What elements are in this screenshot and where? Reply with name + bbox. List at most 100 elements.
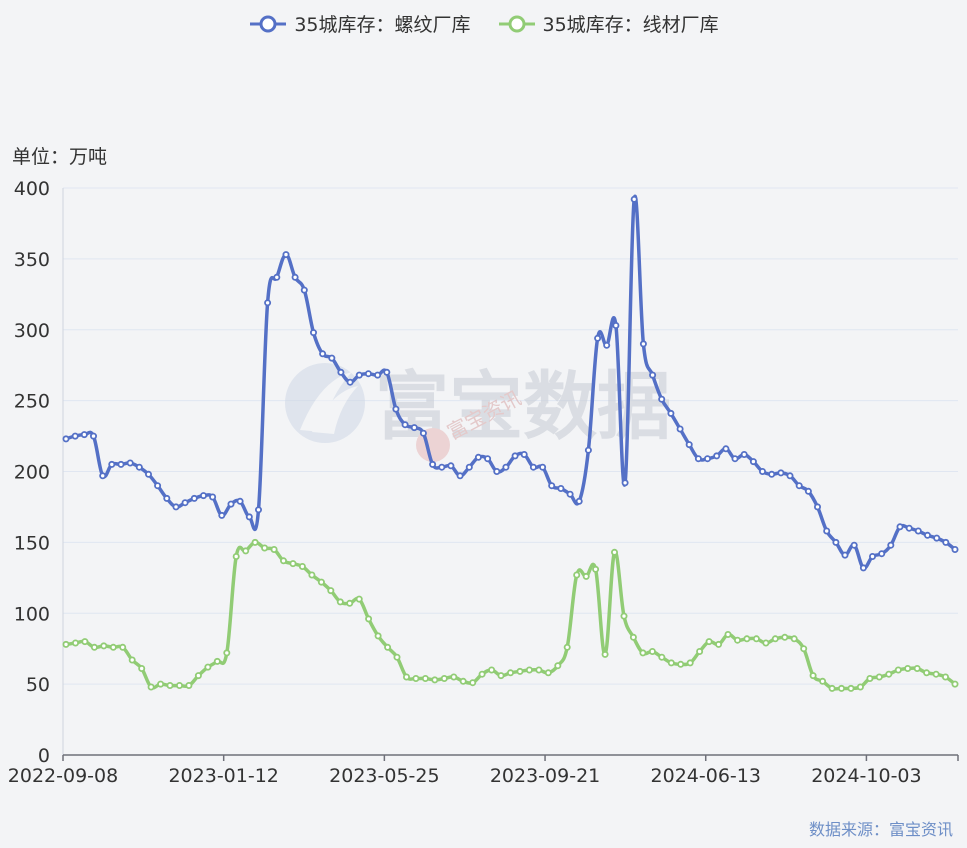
data-point[interactable] (450, 673, 458, 681)
data-point[interactable] (933, 534, 941, 542)
data-point[interactable] (502, 463, 510, 471)
legend-item-2[interactable]: 35城库存：线材厂库 (497, 10, 719, 37)
data-point[interactable] (412, 675, 420, 683)
data-point[interactable] (401, 421, 409, 429)
data-point[interactable] (393, 653, 401, 661)
data-point[interactable] (847, 684, 855, 692)
data-point[interactable] (270, 546, 278, 554)
data-point[interactable] (715, 640, 723, 648)
data-point[interactable] (469, 679, 477, 687)
data-point[interactable] (308, 571, 316, 579)
data-point[interactable] (99, 472, 107, 480)
data-point[interactable] (261, 544, 269, 552)
data-point[interactable] (554, 662, 562, 670)
data-point[interactable] (298, 563, 306, 571)
data-point[interactable] (875, 673, 883, 681)
data-point[interactable] (740, 450, 748, 458)
data-point[interactable] (603, 341, 611, 349)
data-point[interactable] (506, 669, 514, 677)
data-point[interactable] (484, 455, 492, 463)
data-point[interactable] (511, 452, 519, 460)
data-point[interactable] (694, 455, 702, 463)
data-point[interactable] (147, 683, 155, 691)
data-point[interactable] (749, 458, 757, 466)
data-point[interactable] (734, 636, 742, 644)
data-point[interactable] (894, 666, 902, 674)
data-point[interactable] (809, 672, 817, 680)
data-point[interactable] (327, 587, 335, 595)
data-point[interactable] (850, 541, 858, 549)
data-point[interactable] (108, 460, 116, 468)
data-point[interactable] (213, 657, 221, 665)
data-point[interactable] (611, 548, 619, 556)
data-point[interactable] (242, 547, 250, 555)
data-point[interactable] (516, 667, 524, 675)
data-point[interactable] (885, 670, 893, 678)
data-point[interactable] (251, 538, 259, 546)
data-point[interactable] (685, 441, 693, 449)
data-point[interactable] (762, 639, 770, 647)
data-point[interactable] (676, 425, 684, 433)
data-point[interactable] (594, 334, 602, 342)
data-point[interactable] (525, 666, 533, 674)
data-point[interactable] (465, 463, 473, 471)
data-point[interactable] (384, 643, 392, 651)
data-point[interactable] (459, 677, 467, 685)
data-point[interactable] (639, 649, 647, 657)
data-point[interactable] (704, 455, 712, 463)
data-point[interactable] (346, 378, 354, 386)
data-point[interactable] (649, 371, 657, 379)
data-point[interactable] (677, 660, 685, 668)
data-point[interactable] (713, 452, 721, 460)
data-point[interactable] (126, 459, 134, 467)
data-point[interactable] (841, 551, 849, 559)
data-point[interactable] (771, 635, 779, 643)
data-point[interactable] (273, 273, 281, 281)
data-point[interactable] (279, 557, 287, 565)
data-point[interactable] (374, 632, 382, 640)
data-point[interactable] (374, 371, 382, 379)
data-point[interactable] (497, 672, 505, 680)
data-point[interactable] (759, 467, 767, 475)
legend-item-1[interactable]: 35城库存：螺纹厂库 (248, 10, 471, 37)
data-point[interactable] (402, 673, 410, 681)
data-point[interactable] (639, 340, 647, 348)
data-point[interactable] (319, 350, 327, 358)
data-point[interactable] (410, 424, 418, 432)
data-point[interactable] (696, 648, 704, 656)
data-point[interactable] (488, 666, 496, 674)
data-point[interactable] (245, 513, 253, 521)
data-point[interactable] (951, 680, 959, 688)
data-point[interactable] (181, 499, 189, 507)
data-point[interactable] (529, 463, 537, 471)
data-point[interactable] (80, 431, 88, 439)
data-point[interactable] (355, 595, 363, 603)
data-point[interactable] (743, 635, 751, 643)
data-point[interactable] (254, 506, 262, 514)
data-point[interactable] (72, 639, 80, 647)
data-point[interactable] (800, 645, 808, 653)
data-point[interactable] (209, 493, 217, 501)
data-point[interactable] (328, 354, 336, 362)
data-point[interactable] (520, 450, 528, 458)
data-point[interactable] (300, 286, 308, 294)
data-point[interactable] (100, 642, 108, 650)
data-point[interactable] (109, 643, 117, 651)
data-point[interactable] (629, 633, 637, 641)
data-point[interactable] (786, 472, 794, 480)
data-point[interactable] (128, 656, 136, 664)
data-point[interactable] (869, 553, 877, 561)
data-point[interactable] (630, 195, 638, 203)
data-point[interactable] (392, 405, 400, 413)
data-point[interactable] (119, 643, 127, 651)
data-point[interactable] (790, 635, 798, 643)
data-point[interactable] (289, 560, 297, 568)
data-point[interactable] (185, 682, 193, 690)
data-point[interactable] (355, 371, 363, 379)
data-point[interactable] (924, 531, 932, 539)
data-point[interactable] (612, 321, 620, 329)
data-point[interactable] (838, 684, 846, 692)
data-point[interactable] (781, 633, 789, 641)
data-point[interactable] (819, 677, 827, 685)
data-point[interactable] (346, 599, 354, 607)
